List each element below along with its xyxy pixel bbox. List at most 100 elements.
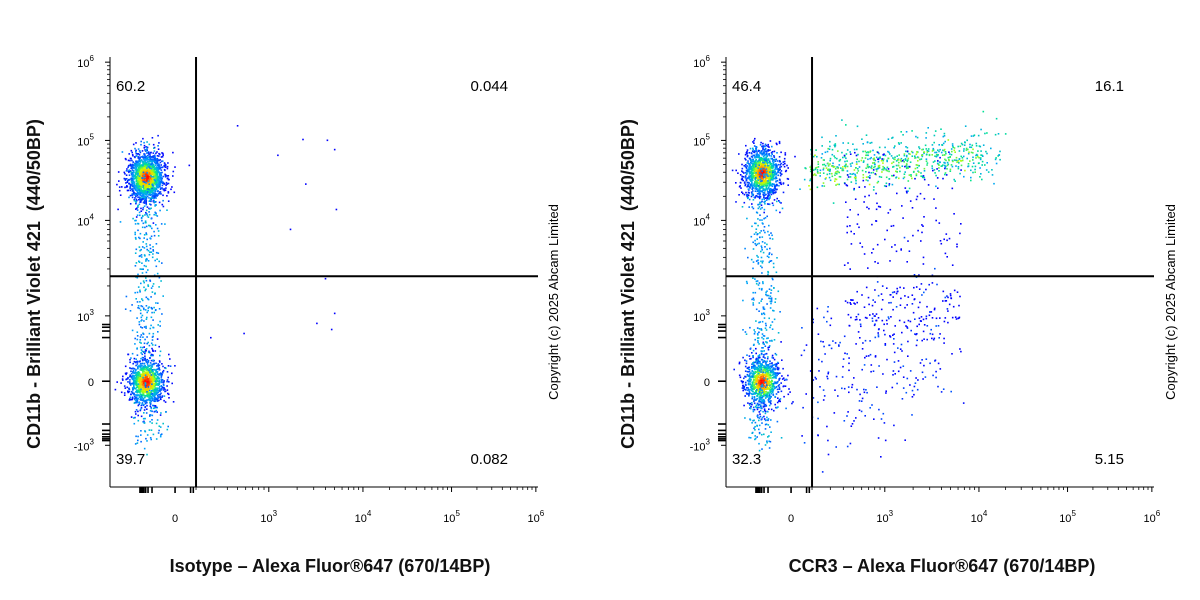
- event-dot: [141, 150, 144, 152]
- event-dot: [784, 154, 787, 156]
- event-dot: [125, 372, 128, 374]
- event-dot: [135, 177, 138, 180]
- event-dot: [148, 163, 151, 165]
- event-dot: [759, 195, 761, 197]
- event-dot: [752, 162, 755, 164]
- event-dot: [751, 203, 753, 205]
- event-dot: [141, 374, 144, 376]
- event-dot: [752, 176, 754, 178]
- event-dot: [137, 389, 140, 392]
- event-dot: [129, 186, 131, 189]
- event-dot: [759, 183, 762, 186]
- event-dot: [772, 189, 774, 191]
- event-dot: [140, 357, 142, 360]
- event-dot: [762, 155, 765, 158]
- event-dot: [831, 172, 833, 175]
- event-dot: [150, 382, 153, 384]
- event-dot: [143, 188, 145, 190]
- event-dot: [162, 422, 164, 425]
- event-dot: [925, 132, 928, 134]
- event-dot: [981, 164, 983, 166]
- event-dot: [943, 161, 945, 164]
- event-dot: [146, 141, 148, 143]
- event-dot: [146, 186, 148, 189]
- event-dot: [906, 164, 908, 166]
- event-dot: [146, 167, 148, 169]
- event-dot: [151, 419, 153, 421]
- event-dot: [154, 396, 156, 399]
- event-dot: [151, 354, 153, 357]
- event-dot: [766, 203, 769, 205]
- event-dot: [146, 363, 149, 365]
- event-dot: [740, 187, 742, 189]
- event-dot: [148, 376, 150, 379]
- event-dot: [160, 392, 162, 395]
- event-dot: [753, 139, 755, 142]
- event-dot: [783, 165, 786, 168]
- event-dot: [160, 412, 162, 414]
- event-dot: [160, 378, 163, 380]
- event-dot: [137, 367, 139, 370]
- event-dot: [775, 172, 778, 174]
- event-dot: [747, 183, 750, 186]
- event-dot: [147, 167, 149, 170]
- event-dot: [143, 403, 145, 406]
- event-dot: [153, 157, 156, 159]
- event-dot: [140, 380, 143, 382]
- event-dot: [123, 385, 126, 387]
- event-dot: [873, 154, 876, 156]
- event-dot: [149, 203, 151, 205]
- event-dot: [749, 187, 751, 189]
- event-dot: [770, 184, 772, 187]
- event-dot: [128, 164, 131, 167]
- event-dot: [754, 137, 756, 140]
- event-dot: [878, 157, 880, 159]
- event-dot: [140, 185, 143, 188]
- event-dot: [144, 364, 146, 367]
- event-dot: [146, 213, 148, 215]
- event-dot: [779, 181, 782, 184]
- event-dot: [142, 333, 145, 335]
- event-dot: [884, 146, 886, 149]
- event-dot: [780, 165, 783, 168]
- event-dot: [766, 149, 768, 152]
- event-dot: [979, 145, 982, 148]
- event-dot: [972, 171, 974, 174]
- event-dot: [163, 381, 165, 383]
- event-dot: [744, 183, 747, 186]
- event-dot: [145, 327, 147, 329]
- event-dot: [880, 176, 883, 178]
- event-dot: [923, 170, 926, 172]
- event-dot: [135, 369, 137, 372]
- event-dot: [872, 189, 875, 191]
- event-dot: [128, 196, 130, 199]
- event-dot: [162, 389, 165, 391]
- event-dot: [937, 149, 939, 151]
- event-dot: [981, 160, 984, 163]
- event-dot: [151, 311, 153, 314]
- event-dot: [779, 164, 781, 166]
- event-dot: [155, 362, 157, 365]
- event-dot: [139, 369, 142, 371]
- event-dot: [914, 155, 916, 157]
- event-dot: [915, 153, 918, 156]
- event-dot: [139, 249, 141, 252]
- event-dot: [145, 378, 148, 381]
- event-dot: [921, 155, 924, 158]
- event-dot: [140, 198, 143, 200]
- event-dot: [763, 194, 765, 197]
- event-dot: [141, 350, 144, 353]
- event-dot: [780, 170, 783, 172]
- event-dot: [754, 190, 757, 192]
- event-dot: [142, 367, 145, 369]
- event-dot: [745, 169, 748, 172]
- event-dot: [957, 167, 960, 170]
- event-dot: [154, 373, 156, 375]
- event-dot: [906, 154, 908, 157]
- event-dot: [997, 133, 1000, 135]
- event-dot: [131, 397, 134, 399]
- event-dot: [745, 167, 748, 170]
- event-dot: [867, 166, 869, 169]
- event-dot: [942, 135, 945, 138]
- event-dot: [129, 361, 131, 364]
